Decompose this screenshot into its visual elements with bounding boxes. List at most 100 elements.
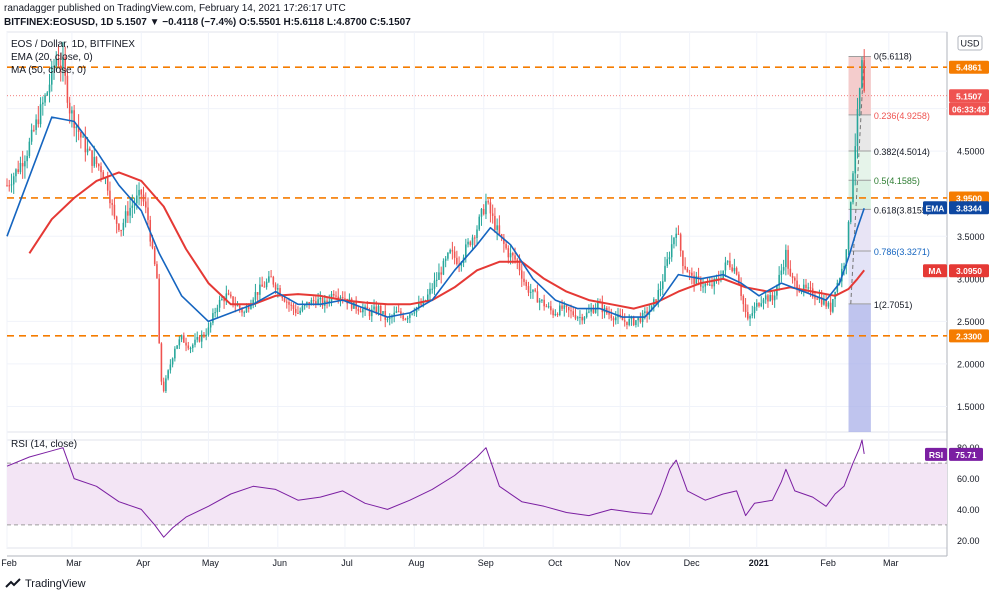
candle-body <box>317 299 319 305</box>
candle-body <box>259 284 261 295</box>
candle-body <box>785 249 787 268</box>
candle-body <box>471 237 474 245</box>
candle-body <box>670 244 673 258</box>
candle-body <box>10 184 13 186</box>
candle-body <box>487 201 489 203</box>
fib-level-label: 0.786(3.3271) <box>874 247 930 257</box>
candle-body <box>30 129 33 142</box>
candle-body <box>449 249 451 253</box>
candle-body <box>185 342 187 346</box>
ema20-line <box>6 116 865 323</box>
currency-badge[interactable]: USD <box>957 35 983 51</box>
candle-body <box>621 316 624 321</box>
candle-body <box>708 284 711 286</box>
candle-body <box>335 295 337 297</box>
candle-body <box>465 244 467 258</box>
candle-body <box>406 317 409 320</box>
candle-body <box>601 303 604 313</box>
price-tick-label: 2.5000 <box>957 317 985 327</box>
candle-body <box>404 319 407 321</box>
candle-body <box>715 278 718 280</box>
fib-band <box>848 56 871 115</box>
rsi-panel <box>6 439 947 538</box>
candle-body <box>153 247 156 265</box>
candle-body <box>196 337 199 340</box>
time-tick-label: Dec <box>684 558 701 568</box>
price-badge-label: 3.8344 <box>956 203 982 213</box>
horizontal-levels[interactable] <box>7 66 947 337</box>
candle-body <box>310 300 313 306</box>
candle-body <box>590 309 592 312</box>
candle-body <box>230 294 232 297</box>
candle-body <box>733 267 736 272</box>
candle-body <box>115 216 118 224</box>
candle-body <box>453 251 456 258</box>
candle-body <box>187 345 190 349</box>
candle-body <box>75 126 78 129</box>
candle-body <box>836 282 839 292</box>
candle-body <box>827 302 830 307</box>
candle-body <box>312 300 315 302</box>
candle-body <box>496 225 498 230</box>
candle-body <box>744 304 747 313</box>
candle-body <box>514 255 516 260</box>
candle-body <box>500 234 503 238</box>
candle-body <box>232 296 234 305</box>
candle-body <box>292 304 295 309</box>
candle-body <box>279 288 281 296</box>
candle-body <box>375 306 378 313</box>
candle-body <box>19 163 22 173</box>
candle-body <box>637 317 639 321</box>
rsi-tick-label: 40.00 <box>957 505 980 515</box>
candle-body <box>205 334 207 336</box>
candle-body <box>297 312 299 314</box>
candle-body <box>794 277 796 281</box>
candle-body <box>679 234 682 251</box>
candle-body <box>852 173 854 203</box>
price-badge-label: 3.9500 <box>956 193 982 203</box>
candle-body <box>760 303 763 307</box>
candle-body <box>409 314 411 318</box>
candle-body <box>666 259 669 266</box>
candle-body <box>482 208 485 215</box>
candle-body <box>541 299 543 301</box>
candle-body <box>444 258 447 261</box>
price-badge-label: 06:33:48 <box>952 104 986 114</box>
candle-body <box>646 311 648 316</box>
candle-body <box>503 237 505 244</box>
candle-body <box>86 148 89 153</box>
legend-ma: MA (50, close, 0) <box>11 65 86 76</box>
price-tick-label: 3.5000 <box>957 232 985 242</box>
candle-body <box>592 309 595 313</box>
candle-body <box>664 265 666 282</box>
candle-body <box>429 288 431 295</box>
candle-body <box>498 225 501 235</box>
candle-body <box>632 317 635 326</box>
candle-body <box>536 291 539 303</box>
candle-body <box>113 204 116 217</box>
candle-body <box>270 276 272 278</box>
candle-body <box>527 286 530 293</box>
candle-body <box>55 58 58 67</box>
candle-body <box>567 307 570 311</box>
candle-body <box>796 280 798 291</box>
candle-body <box>283 298 286 302</box>
ma50-line <box>28 171 865 310</box>
fib-level-label: 0.5(4.1585) <box>874 176 920 186</box>
chart-legend: EOS / Dollar, 1D, BITFINEX EMA (20, clos… <box>11 39 135 450</box>
candle-body <box>847 222 850 250</box>
candle-body <box>377 305 380 313</box>
candle-body <box>131 205 134 208</box>
fib-band <box>848 151 871 181</box>
candle-body <box>261 284 263 287</box>
candle-body <box>758 302 760 307</box>
fib-trend-line <box>850 56 865 304</box>
candle-body <box>169 364 172 371</box>
candle-body <box>467 241 469 245</box>
candle-body <box>59 65 62 68</box>
candle-body <box>570 310 572 312</box>
time-tick-label: Feb <box>1 558 17 568</box>
candle-body <box>8 185 11 187</box>
candle-body <box>494 215 496 230</box>
